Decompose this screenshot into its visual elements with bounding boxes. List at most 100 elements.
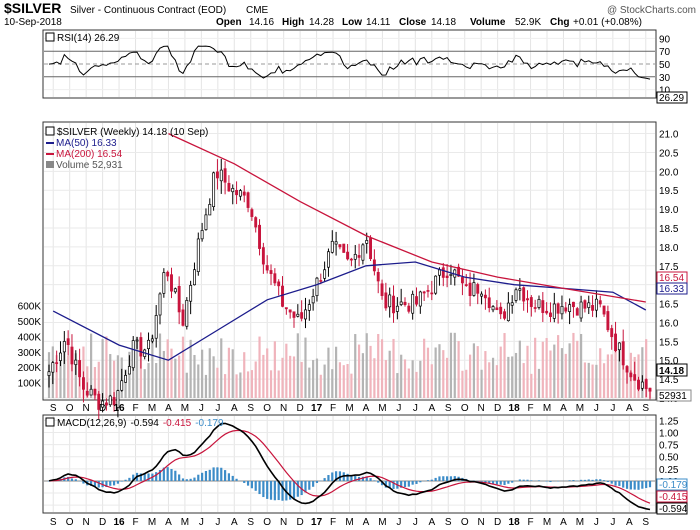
candle-down: [227, 182, 231, 192]
rsi-label: RSI(14) 26.29: [57, 33, 120, 44]
macd-hist-bar: [380, 480, 384, 486]
volume-bar: [135, 336, 139, 398]
candle-down: [430, 292, 434, 295]
price-tick: 14.5: [659, 375, 679, 386]
volume-bar: [453, 332, 456, 398]
macd-x-tick: M: [543, 517, 551, 528]
candle-down: [407, 305, 411, 312]
candle-up: [353, 254, 357, 260]
volume-bar: [55, 355, 58, 398]
macd-x-tick: M: [378, 517, 386, 528]
macd-hist-bar: [377, 480, 380, 483]
price-x-tick: N: [280, 403, 287, 414]
macd-hist-bar: [296, 480, 299, 497]
macd-hist-bar: [116, 480, 120, 484]
volume-bar: [67, 355, 70, 398]
volume-tick: 200K: [18, 363, 42, 374]
volume-tick: 600K: [18, 302, 42, 313]
candle-down: [55, 362, 59, 364]
volume-bar: [212, 356, 215, 398]
volume-bar: [70, 346, 74, 398]
candle-up: [196, 238, 200, 272]
candle-up: [59, 352, 62, 361]
candle-down: [445, 275, 449, 278]
volume-bar: [503, 333, 506, 398]
volume-bar: [193, 354, 196, 398]
candle-down: [610, 328, 614, 338]
volume-bar: [415, 371, 418, 398]
macd-hist-bar: [124, 479, 127, 481]
rsi-line: [48, 45, 651, 80]
macd-hist-bar: [400, 480, 403, 488]
macd-hist-bar: [266, 480, 269, 499]
volume-bar: [579, 333, 583, 398]
macd-hist-bar: [166, 467, 169, 481]
macd-hist-bar: [273, 480, 276, 501]
macd-tag-box: [656, 502, 688, 515]
macd-x-tick: 18: [509, 517, 521, 528]
volume-bar: [564, 353, 567, 398]
candle-down: [464, 284, 468, 286]
volume-legend: Volume 52,931: [56, 160, 123, 171]
signal-tag-box: [656, 490, 688, 503]
volume-bar: [277, 370, 280, 398]
macd-hist-bar: [361, 476, 364, 481]
macd-x-tick: O: [263, 517, 271, 528]
macd-x-tick: M: [181, 517, 189, 528]
macd-x-tick: F: [527, 517, 533, 528]
macd-x-tick: N: [83, 517, 90, 528]
candle-up: [154, 315, 158, 339]
candle-down: [349, 258, 353, 261]
volume-bar: [392, 338, 395, 398]
volume-bar: [522, 363, 525, 398]
macd-tick: 1.25: [659, 416, 679, 427]
volume-bar: [59, 353, 62, 398]
low-value: 14.11: [366, 17, 391, 28]
candle-up: [552, 303, 556, 319]
macd-hist-bar: [147, 473, 150, 481]
volume-bar: [63, 351, 66, 398]
volume-bar: [499, 346, 502, 398]
price-tick: 16.5: [659, 300, 679, 311]
macd-hist-bar: [67, 476, 70, 481]
macd-x-tick: J: [215, 517, 220, 528]
volume-bar: [258, 336, 261, 398]
rsi-tick: 90: [659, 34, 671, 45]
macd-hist-bar: [120, 480, 123, 482]
macd-hist-bar: [530, 480, 533, 481]
macd-hist-bar: [373, 480, 376, 481]
ma200-line: [168, 133, 646, 303]
candle-up: [127, 366, 131, 375]
macd-hist-bar: [602, 480, 606, 481]
macd-x-tick: M: [576, 517, 584, 528]
macd-hist-bar: [281, 480, 284, 501]
macd-hist-bar: [434, 477, 437, 481]
macd-hist-bar: [484, 480, 487, 483]
candle-down: [625, 366, 629, 373]
candle-up: [74, 359, 78, 365]
price-x-tick: D: [494, 403, 501, 414]
price-x-tick: J: [396, 403, 401, 414]
price-x-tick: J: [215, 403, 220, 414]
macd-hist-bar: [269, 480, 273, 500]
candle-down: [261, 247, 265, 265]
volume-bar: [300, 361, 303, 398]
chg-label: Chg: [550, 17, 569, 28]
candle-up: [131, 340, 135, 369]
macd-hist-bar: [392, 480, 395, 489]
value-tags: 26.29 16.54 16.33 14.18 52931 -0.179 -0.…: [656, 91, 692, 515]
macd-hist-bar: [170, 468, 173, 481]
volume-bar: [507, 356, 510, 398]
candle-up: [480, 293, 484, 297]
open-value: 14.16: [249, 17, 274, 28]
price-x-tick: A: [560, 403, 567, 414]
price-x-tick: M: [345, 403, 353, 414]
price-x-tick: O: [263, 403, 271, 414]
volume-bar: [449, 332, 453, 398]
volume-bar: [465, 369, 468, 398]
macd-legend-swatch: [45, 417, 55, 427]
candle-down: [170, 274, 173, 292]
macd-hist-bar: [254, 480, 257, 491]
price-tick: 18.0: [659, 243, 679, 254]
volume-bar: [342, 365, 345, 398]
